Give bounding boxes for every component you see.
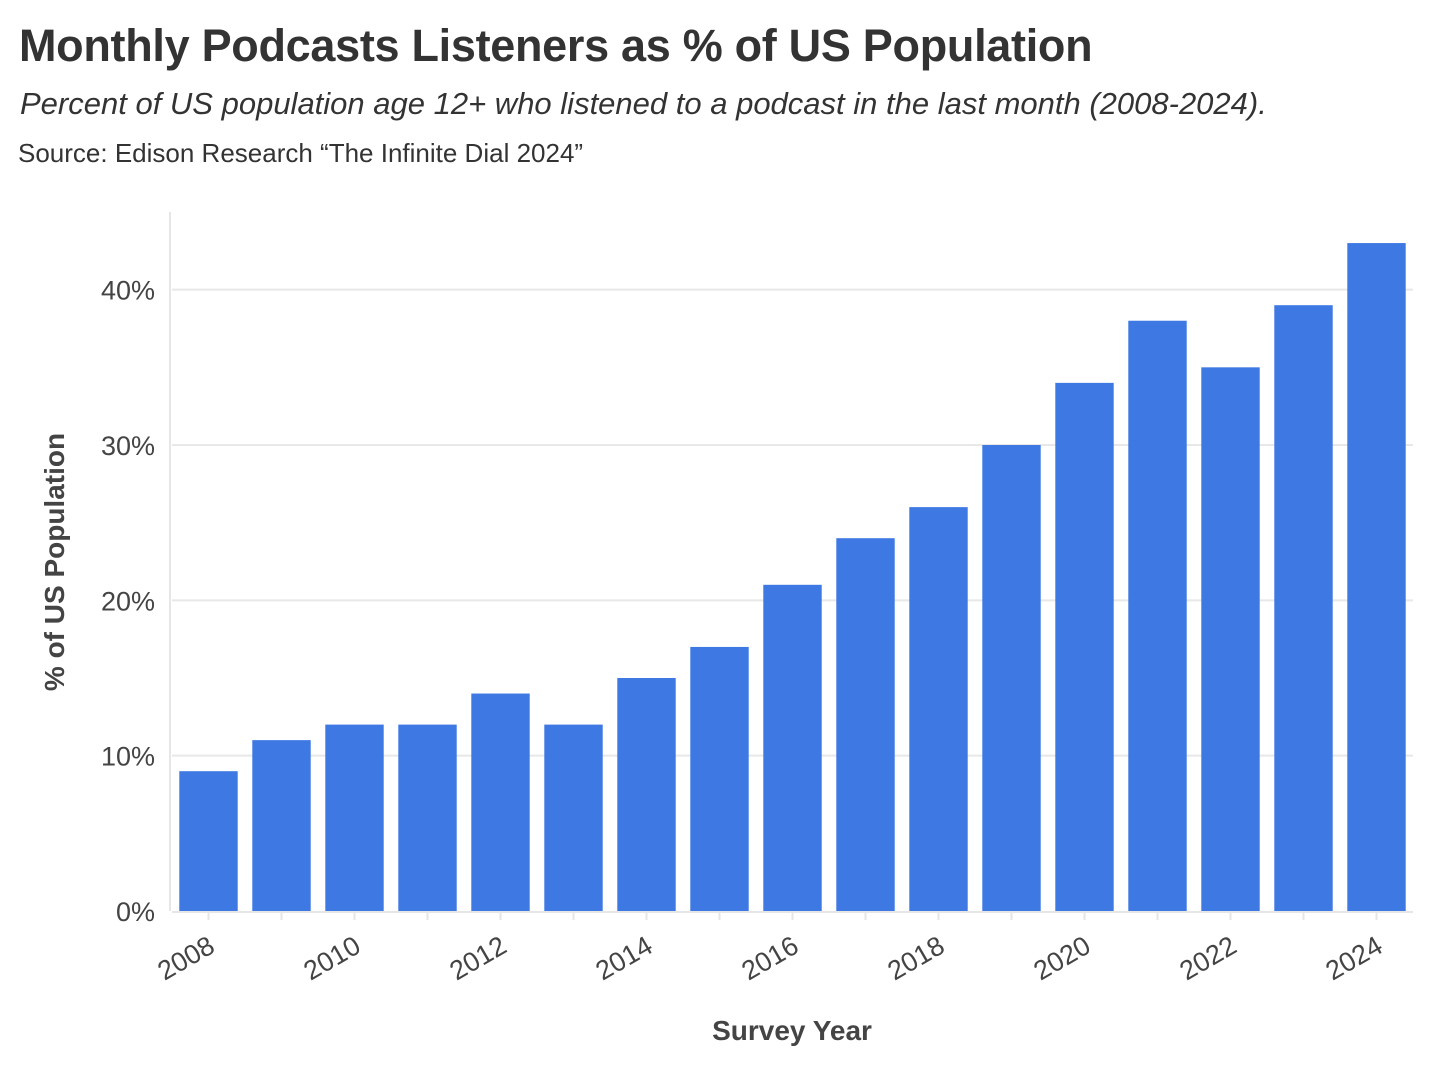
bar-2019 bbox=[982, 445, 1041, 911]
bar-2023 bbox=[1274, 305, 1333, 911]
bar-2012 bbox=[471, 693, 530, 911]
y-tick-label: 0% bbox=[116, 897, 155, 927]
chart-title: Monthly Podcasts Listeners as % of US Po… bbox=[19, 20, 1093, 71]
bar-2021 bbox=[1128, 320, 1187, 911]
bar-2011 bbox=[398, 724, 457, 911]
x-tick-label: 2022 bbox=[1174, 930, 1241, 986]
bar-2018 bbox=[909, 507, 968, 911]
x-tick-label: 2020 bbox=[1028, 930, 1095, 986]
x-tick-label: 2008 bbox=[152, 930, 219, 986]
bar-2014 bbox=[617, 678, 676, 911]
bar-2020 bbox=[1055, 382, 1114, 911]
x-tick-label: 2012 bbox=[444, 930, 511, 986]
x-tick-label: 2010 bbox=[298, 930, 365, 986]
chart-source: Source: Edison Research “The Infinite Di… bbox=[18, 138, 584, 168]
bar-2015 bbox=[690, 646, 749, 911]
bar-2010 bbox=[325, 724, 384, 911]
chart-subtitle: Percent of US population age 12+ who lis… bbox=[20, 86, 1267, 121]
x-tick-label: 2014 bbox=[590, 930, 657, 986]
y-tick-label: 30% bbox=[101, 431, 155, 461]
bar-2022 bbox=[1201, 367, 1260, 911]
x-tick-label: 2016 bbox=[736, 930, 803, 986]
x-tick-label: 2018 bbox=[882, 930, 949, 986]
y-axis-label: % of US Population bbox=[39, 433, 70, 691]
x-tick-label: 2024 bbox=[1320, 930, 1387, 986]
bar-2024 bbox=[1347, 243, 1406, 912]
bar-2017 bbox=[836, 538, 895, 911]
y-tick-label: 20% bbox=[101, 586, 155, 616]
bar-2016 bbox=[763, 584, 822, 911]
y-tick-label: 40% bbox=[101, 276, 155, 306]
x-axis-label: Survey Year bbox=[712, 1015, 872, 1046]
bar-2009 bbox=[252, 740, 311, 911]
bar-2013 bbox=[544, 724, 603, 911]
y-tick-label: 10% bbox=[101, 742, 155, 772]
bar-2008 bbox=[179, 771, 238, 911]
